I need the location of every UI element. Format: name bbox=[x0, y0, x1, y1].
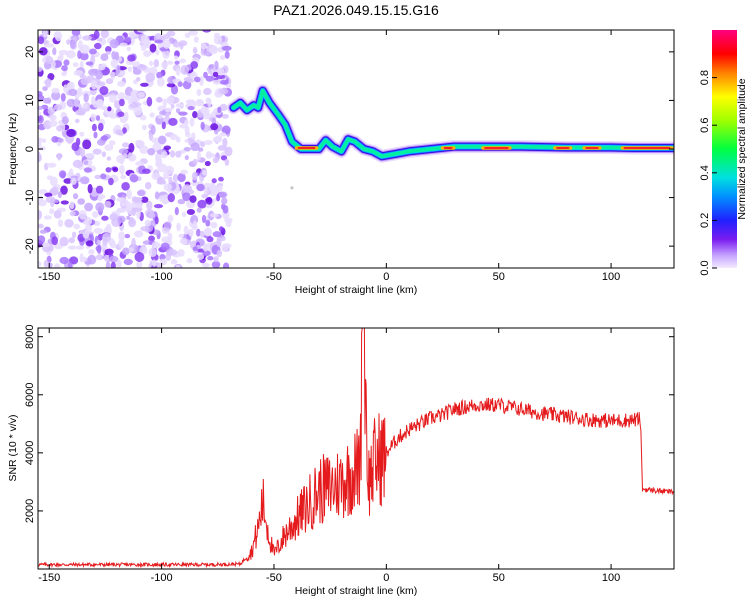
snr-y-tick-label: 2000 bbox=[24, 499, 36, 523]
spectrogram-y-tick-label: 10 bbox=[24, 94, 36, 106]
colorbar-gradient bbox=[712, 30, 737, 268]
colorbar-tick-label: 0.6 bbox=[699, 118, 711, 133]
figure-title: PAZ1.2026.049.15.15.G16 bbox=[273, 2, 439, 18]
colorbar-label: Normalized spectral amplitude bbox=[736, 78, 748, 219]
snr-panel: -150 -100 -50 0 50 100 2000 4000 6000 8000 Height… bbox=[7, 324, 675, 597]
snr-frame bbox=[37, 327, 675, 570]
snr-y-tick-label: 4000 bbox=[24, 441, 36, 465]
spectrogram-heatmap bbox=[38, 30, 674, 268]
spectrogram-y-tick-label: 20 bbox=[24, 46, 36, 58]
spectrogram-x-tick-label: -100 bbox=[151, 271, 173, 283]
colorbar-ticks: 0.0 0.2 0.4 0.6 0.8 bbox=[699, 70, 717, 276]
colorbar-tick-label: 0.4 bbox=[699, 165, 711, 180]
spectrogram-x-tick-label: 100 bbox=[602, 271, 620, 283]
snr-x-tick-label: 100 bbox=[602, 572, 620, 584]
colorbar: 0.0 0.2 0.4 0.6 0.8 Normalized spectral ampl… bbox=[699, 30, 748, 276]
colorbar-tick-label: 0.0 bbox=[699, 260, 711, 275]
spectrogram-speck bbox=[290, 186, 294, 190]
spectrogram-x-label: Height of straight line (km) bbox=[295, 284, 418, 296]
spectrogram-x-tick-label: 0 bbox=[383, 271, 389, 283]
snr-y-label: SNR (10 * v/v) bbox=[7, 414, 19, 481]
snr-y-tick-label: 8000 bbox=[24, 324, 36, 348]
spectrogram-y-tick-label: -20 bbox=[24, 238, 36, 254]
spectrogram-x-tick-label: -150 bbox=[38, 271, 60, 283]
snr-x-label: Height of straight line (km) bbox=[295, 585, 418, 597]
snr-series-line bbox=[37, 327, 675, 569]
snr-x-tick-label: 0 bbox=[383, 572, 389, 584]
snr-x-tick-label: -150 bbox=[38, 572, 60, 584]
spectrogram-y-label: Frequency (Hz) bbox=[7, 113, 19, 185]
spectrogram-y-tick-label: -10 bbox=[24, 190, 36, 206]
spectrogram-x-tick-label: 50 bbox=[493, 271, 505, 283]
spectrogram-y-tick-label: 0 bbox=[24, 146, 36, 152]
snr-y-tick-label: 6000 bbox=[24, 383, 36, 407]
colorbar-tick-label: 0.8 bbox=[699, 70, 711, 85]
snr-x-tick-label: 50 bbox=[493, 572, 505, 584]
spectrogram-x-tick-label: -50 bbox=[266, 271, 282, 283]
snr-x-tick-label: -50 bbox=[266, 572, 282, 584]
snr-x-tick-label: -100 bbox=[151, 572, 173, 584]
snr-axes: -150 -100 -50 0 50 100 2000 4000 6000 8000 bbox=[24, 324, 674, 584]
colorbar-tick-label: 0.2 bbox=[699, 213, 711, 228]
